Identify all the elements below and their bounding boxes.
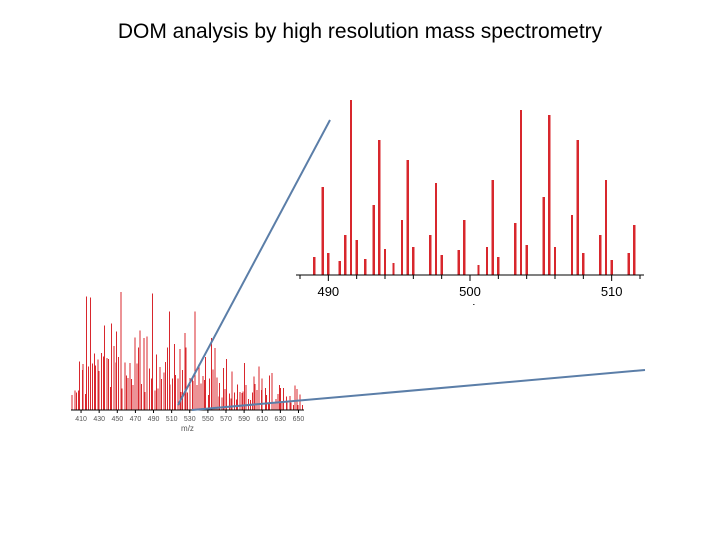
zoom-callout-lines xyxy=(0,0,720,540)
slide: DOM analysis by high resolution mass spe… xyxy=(0,0,720,540)
zoom-callout-line xyxy=(192,370,645,410)
zoom-callout-line xyxy=(178,120,330,405)
